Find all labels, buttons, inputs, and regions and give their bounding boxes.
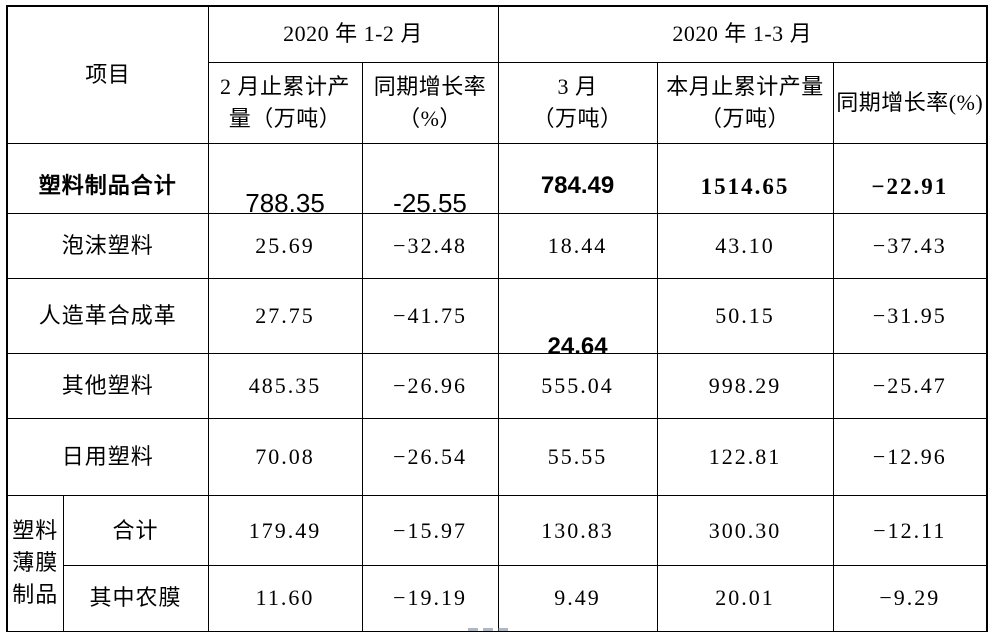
cell-value: -25.55 [361,142,499,215]
row-label-daily-use-plastic: 日用塑料 [6,418,209,497]
row-label-foam-plastic: 泡沫塑料 [6,213,209,280]
cell-value: −12.96 [832,418,988,497]
cell-value: 485.35 [207,353,363,420]
cell-value: −37.43 [832,213,988,280]
header-yoy-growth-mar: 同期增长率(%) [832,61,988,144]
plastic-products-table: 项目 2020 年 1-2 月 2020 年 1-3 月 2 月止累计产 量（万… [6,5,989,632]
cell-value: 20.01 [656,565,834,632]
cell-value: −22.91 [832,142,988,215]
header-row-groups: 项目 2020 年 1-2 月 2020 年 1-3 月 [6,5,988,144]
cell-value: −9.29 [832,565,988,632]
cell-value: −25.47 [832,353,988,420]
table-row-other-plastic: 其他塑料 485.35 −26.96 555.04 998.29 −25.47 [6,353,988,420]
cell-value: −26.96 [361,353,499,420]
table-row-daily-use-plastic: 日用塑料 70.08 −26.54 55.55 122.81 −12.96 [6,418,988,497]
row-group-label-plastic-film: 塑料 薄膜 制品 [6,495,64,632]
header-month-cumulative-output: 本月止累计产量 （万吨） [656,61,834,144]
header-item-column: 项目 [6,5,209,144]
cell-value: 130.83 [497,495,658,567]
cell-value: −26.54 [361,418,499,497]
table-row-agricultural-film: 其中农膜 11.60 −19.19 9.49 20.01 −9.29 [7,565,988,632]
row-label-synthetic-leather: 人造革合成革 [6,278,209,355]
cell-value: 555.04 [497,353,658,420]
cell-value: −32.48 [361,213,499,280]
header-group-2020-jan-mar: 2020 年 1-3 月 [497,5,988,63]
cell-value: 43.10 [656,213,834,280]
cell-value: 784.49 [497,142,658,215]
cell-value: 50.15 [656,278,834,355]
cell-value: 1514.65 [656,142,834,215]
cell-value: 179.49 [207,495,363,567]
cell-value: −19.19 [361,565,499,632]
cell-value: 788.35 [207,142,363,215]
table-row-plastic-film-total: 塑料 薄膜 制品 合计 179.49 −15.97 130.83 300.30 … [6,495,988,632]
header-feb-cumulative-output: 2 月止累计产 量（万吨） [207,61,363,144]
cell-value: −41.75 [361,278,499,355]
table-row-foam-plastic: 泡沫塑料 25.69 −32.48 18.44 43.10 −37.43 [6,213,988,280]
header-yoy-growth-feb: 同期增长率 （%） [361,61,499,144]
cell-value: 9.49 [497,565,658,632]
cell-value: 24.64 [497,278,658,355]
row-label-agricultural-film: 其中农膜 [62,565,209,632]
cell-value: −15.97 [361,495,499,567]
cell-value: 27.75 [207,278,363,355]
cell-value: 300.30 [656,495,834,567]
row-label-other-plastic: 其他塑料 [6,353,209,420]
table-row-plastic-total: 塑料制品合计 788.35 -25.55 784.49 1514.65 −22.… [6,142,988,215]
table-row-synthetic-leather: 人造革合成革 27.75 −41.75 24.64 50.15 −31.95 [6,278,988,355]
header-row-measures: 2 月止累计产 量（万吨） 同期增长率 （%） 3 月 （万吨） 本月止累计产量… [7,61,988,144]
header-march-output: 3 月 （万吨） [497,61,658,144]
header-group-2020-jan-feb: 2020 年 1-2 月 [207,5,499,63]
cropped-footnote-artifact [468,628,538,632]
cell-value: 55.55 [497,418,658,497]
cell-value: 998.29 [656,353,834,420]
cell-value: 18.44 [497,213,658,280]
cell-value: 11.60 [207,565,363,632]
cell-value: 25.69 [207,213,363,280]
cell-value: −12.11 [832,495,988,567]
cell-value: −31.95 [832,278,988,355]
cell-value: 70.08 [207,418,363,497]
cell-value: 122.81 [656,418,834,497]
row-label-plastic-total: 塑料制品合计 [6,142,209,215]
row-label-film-total: 合计 [62,495,209,567]
